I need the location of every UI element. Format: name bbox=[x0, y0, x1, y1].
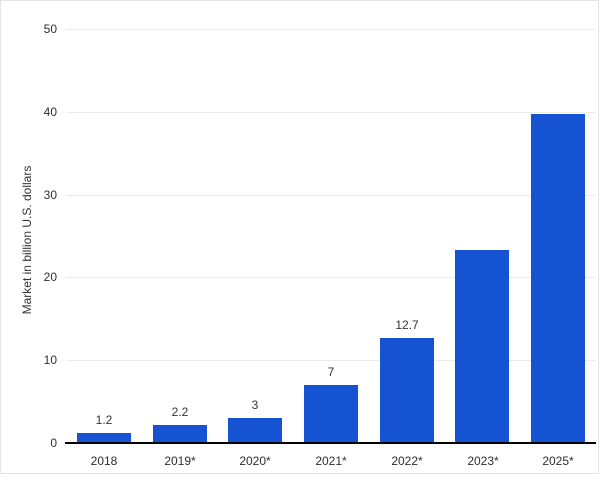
bar[interactable] bbox=[531, 114, 585, 443]
gridline bbox=[66, 195, 596, 196]
x-tick-label: 2018 bbox=[90, 454, 118, 468]
y-tick-label: 50 bbox=[43, 22, 57, 36]
gridline bbox=[66, 112, 596, 113]
bar[interactable] bbox=[228, 418, 282, 443]
bar-value-label: 3 bbox=[251, 398, 259, 412]
bar[interactable] bbox=[304, 385, 358, 443]
y-tick-label: 40 bbox=[43, 105, 57, 119]
x-tick-label: 2021* bbox=[315, 454, 347, 468]
y-tick-label: 20 bbox=[43, 270, 57, 284]
gridline bbox=[66, 360, 596, 361]
bar[interactable] bbox=[455, 250, 509, 443]
bar-value-label: 1.2 bbox=[95, 413, 113, 427]
bar-value-label: 7 bbox=[327, 365, 335, 379]
y-tick-label: 30 bbox=[43, 188, 57, 202]
x-axis-line bbox=[65, 442, 596, 444]
x-tick-label: 2019* bbox=[164, 454, 196, 468]
x-tick-label: 2025* bbox=[542, 454, 574, 468]
x-tick-label: 2022* bbox=[391, 454, 423, 468]
x-tick-label: 2023* bbox=[467, 454, 499, 468]
bar[interactable] bbox=[380, 338, 434, 443]
x-tick-label: 2020* bbox=[239, 454, 271, 468]
bar[interactable] bbox=[77, 433, 131, 443]
gridline bbox=[66, 277, 596, 278]
bar[interactable] bbox=[153, 425, 207, 443]
gridline bbox=[66, 29, 596, 30]
bar-value-label: 12.7 bbox=[395, 318, 419, 332]
bar-value-label: 2.2 bbox=[171, 405, 189, 419]
y-tick-label: 10 bbox=[43, 353, 57, 367]
y-tick-label: 0 bbox=[50, 436, 57, 450]
